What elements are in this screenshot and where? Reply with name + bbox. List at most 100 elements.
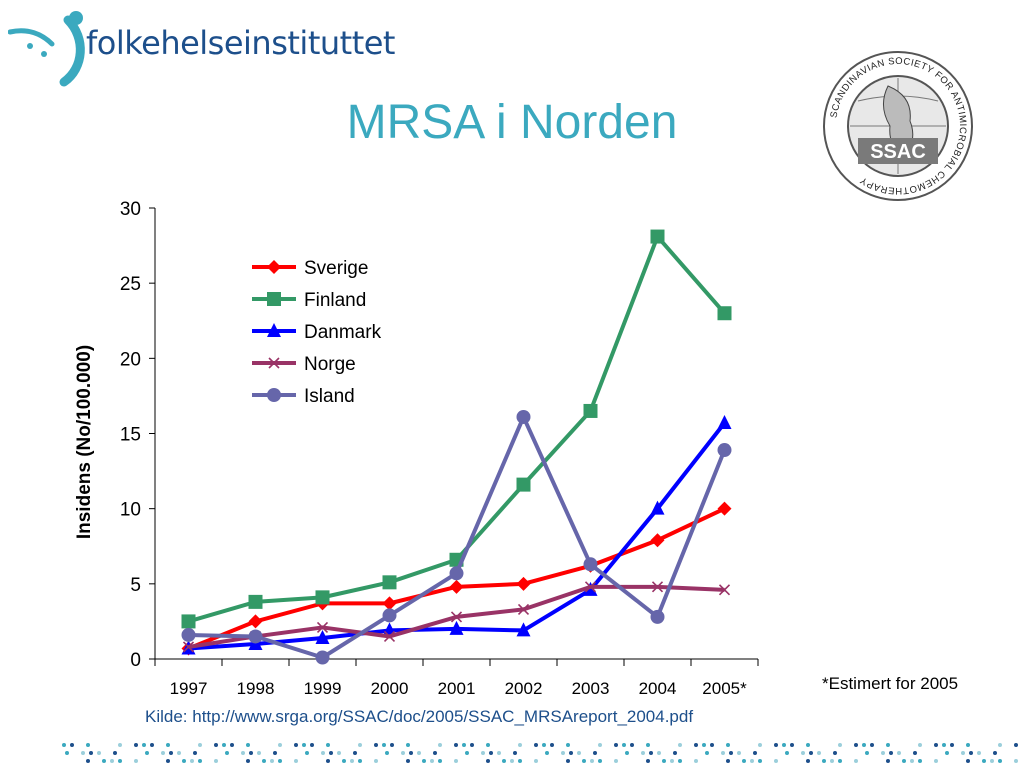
decorative-dot [145, 751, 149, 755]
decorative-dot [294, 759, 298, 763]
decorative-dot [321, 751, 325, 755]
x-tick-label: 2005* [702, 679, 747, 698]
legend-entry: Norge [252, 354, 356, 375]
decorative-dot [262, 759, 266, 763]
decorative-dot [97, 751, 101, 755]
decorative-dot [249, 751, 253, 755]
data-point [516, 622, 531, 637]
data-point [650, 533, 665, 548]
decorative-dot [678, 759, 682, 763]
x-tick-label: 2001 [438, 679, 476, 698]
decorative-dot [406, 759, 410, 763]
legend-label: Finland [304, 290, 366, 311]
decorative-dot [489, 751, 493, 755]
decorative-dot [582, 759, 586, 763]
decorative-dot [518, 759, 522, 763]
decorative-dot [854, 743, 858, 747]
decorative-dot [358, 743, 362, 747]
legend-entry: Sverige [252, 258, 368, 279]
data-point [248, 614, 263, 629]
decorative-dot [737, 751, 741, 755]
ssac-seal: SSAC SCANDINAVIAN SOCIETY FOR ANTIMICROB… [823, 51, 973, 201]
decorative-dot [862, 743, 866, 747]
decorative-dot [302, 743, 306, 747]
y-tick-label: 30 [120, 199, 141, 220]
estimate-footnote: *Estimert for 2005 [822, 674, 959, 693]
decorative-dot [670, 759, 674, 763]
data-point [181, 627, 196, 642]
decorative-dot [1014, 743, 1018, 747]
decorative-dot [830, 759, 834, 763]
data-point [718, 584, 731, 596]
x-tick-label: 2002 [505, 679, 543, 698]
decorative-dot [134, 759, 138, 763]
decorative-dot [278, 759, 282, 763]
decorative-dot [806, 743, 810, 747]
data-point [651, 581, 664, 593]
data-point [450, 611, 463, 623]
data-point [717, 443, 732, 458]
decorative-dot [950, 743, 954, 747]
decorative-dot [545, 751, 549, 755]
decorative-dot [702, 743, 706, 747]
decorative-dot [889, 751, 893, 755]
decorative-dot [161, 751, 165, 755]
data-point [583, 557, 598, 572]
decorative-dot-band [62, 743, 1018, 763]
decorative-dot [270, 759, 274, 763]
decorative-dot [945, 751, 949, 755]
decorative-dot [758, 743, 762, 747]
legend-label: Norge [304, 354, 356, 375]
decorative-dot [417, 751, 421, 755]
y-axis-label: Insidens (No/100.000) [74, 345, 95, 539]
legend-label: Danmark [304, 322, 382, 343]
decorative-dot [913, 751, 917, 755]
decorative-dot [729, 751, 733, 755]
decorative-dot [294, 743, 298, 747]
data-point [449, 566, 464, 581]
decorative-dot [886, 743, 890, 747]
data-point [182, 641, 195, 653]
decorative-dot [326, 743, 330, 747]
decorative-dot [86, 759, 90, 763]
decorative-dot [577, 751, 581, 755]
decorative-dot [918, 743, 922, 747]
logo-dot-icon [69, 11, 83, 25]
decorative-dot [646, 743, 650, 747]
y-tick-label: 20 [120, 349, 141, 370]
decorative-dot [673, 751, 677, 755]
data-point [315, 590, 330, 605]
decorative-dot [982, 759, 986, 763]
data-point [516, 576, 531, 591]
x-tick-label: 2004 [639, 679, 677, 698]
decorative-dot [374, 759, 378, 763]
decorative-dot [590, 759, 594, 763]
decorative-dot [166, 743, 170, 747]
decorative-dot [329, 751, 333, 755]
decorative-dot [81, 751, 85, 755]
data-point [383, 630, 396, 643]
chart-axes: 0 5 10 15 20 25 30 1997 1998 1999 2000 2001 2002 2003… [120, 199, 759, 698]
legend-entry: Island [252, 386, 355, 407]
legend-entry: Finland [252, 290, 366, 311]
decorative-dot [118, 743, 122, 747]
decorative-dot [118, 759, 122, 763]
legend-label: Sverige [304, 258, 368, 279]
decorative-dot [518, 743, 522, 747]
decorative-dot [1014, 759, 1018, 763]
x-tick-label: 2000 [371, 679, 409, 698]
decorative-dot [257, 751, 261, 755]
decorative-dot [438, 759, 442, 763]
decorative-dot [990, 759, 994, 763]
decorative-dot [569, 751, 573, 755]
decorative-dot [838, 759, 842, 763]
decorative-dot [433, 751, 437, 755]
chart-legend: Sverige Finland Danmark Norge Island [252, 258, 382, 407]
decorative-dot [214, 759, 218, 763]
decorative-dot [86, 743, 90, 747]
data-point [650, 609, 665, 624]
decorative-dot [177, 751, 181, 755]
x-tick-label: 2003 [572, 679, 610, 698]
x-tick-label: 1998 [237, 679, 275, 698]
data-point [382, 596, 397, 611]
